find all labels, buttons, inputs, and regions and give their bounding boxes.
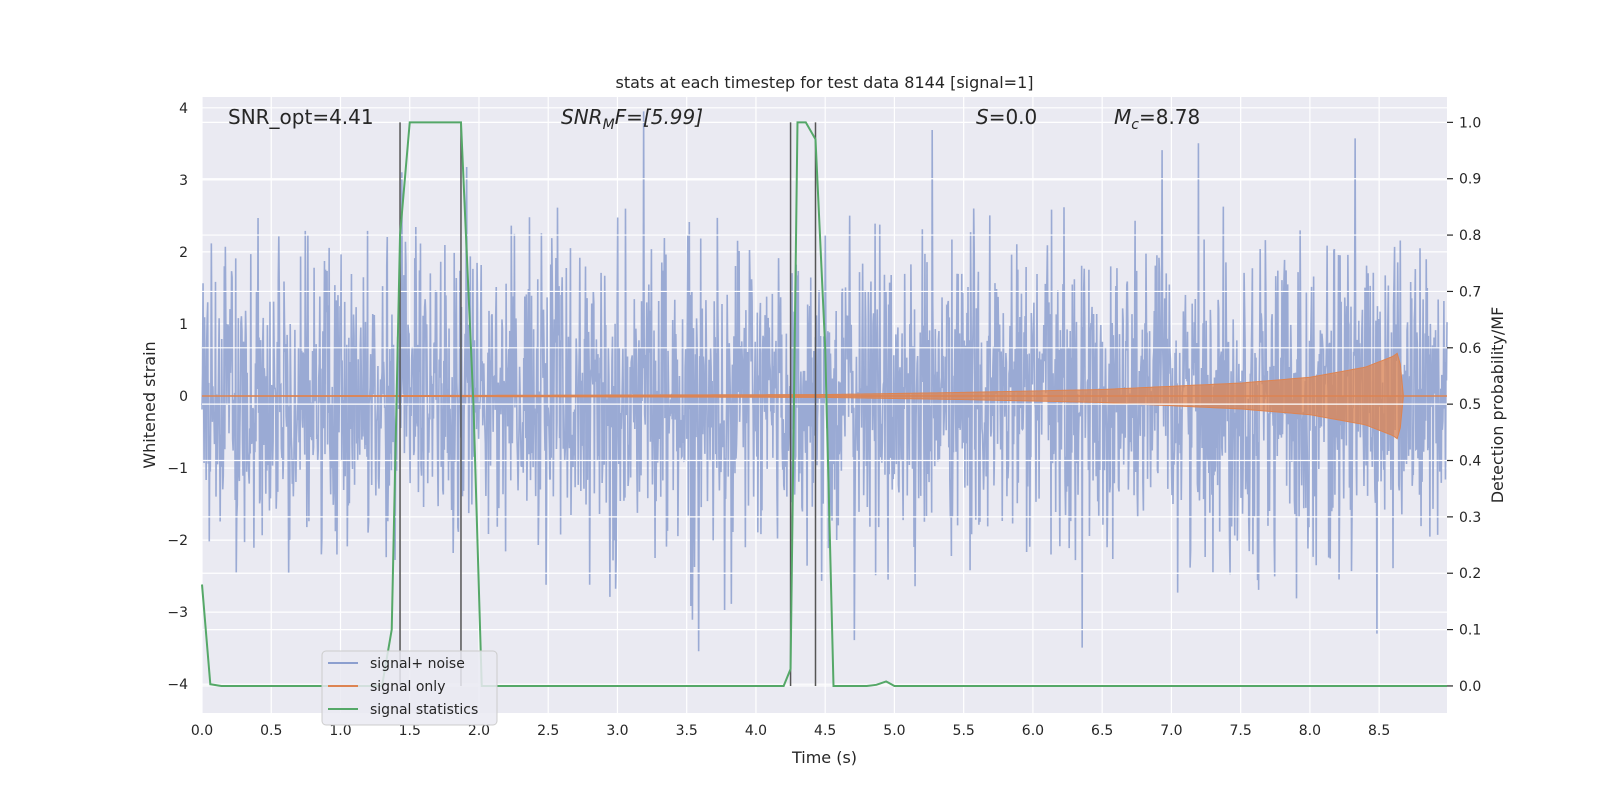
- x-tick-label: 1.5: [399, 723, 421, 739]
- x-tick-label: 4.0: [745, 723, 767, 739]
- x-tick-label: 2.0: [468, 723, 490, 739]
- y2-tick-labels: 1.0 0.9 0.8 0.7 0.6 0.5 0.4 0.3 0.2 0.1 0.0: [1447, 115, 1481, 695]
- y-tick-label: −4: [167, 677, 188, 693]
- grid-y2: [202, 121, 1447, 687]
- signal-only-series: [201, 352, 1447, 440]
- y2-tick-label: 0.9: [1459, 172, 1481, 188]
- y2-tick-label: 0.4: [1459, 454, 1481, 470]
- y-tick-label: 3: [179, 173, 188, 189]
- legend-label-signal: signal only: [370, 679, 445, 695]
- noise-line: [201, 111, 1448, 652]
- y2-tick-label: 0.3: [1459, 510, 1481, 526]
- y2-tick-label: 0.0: [1459, 679, 1481, 695]
- x-tick-label: 8.0: [1299, 723, 1321, 739]
- y2-tick-label: 0.8: [1459, 228, 1481, 244]
- annotation-s: S=0.0: [976, 105, 1037, 129]
- legend-label-noise: signal+ noise: [370, 656, 465, 672]
- y-tick-label: 4: [179, 101, 188, 117]
- annotation-mc: Mc=8.78: [1114, 105, 1200, 133]
- annotation-snr-mf: SNRMF=[5.99]: [561, 105, 703, 133]
- legend: signal+ noise signal only signal statist…: [321, 650, 498, 726]
- x-tick-label: 2.5: [537, 723, 559, 739]
- x-tick-label: 6.0: [1022, 723, 1044, 739]
- x-tick-label: 3.5: [676, 723, 698, 739]
- x-axis-label: Time (s): [791, 748, 857, 767]
- x-tick-labels: 0.0 0.5 1.0 1.5 2.0 2.5 3.0 3.5 4.0 4.5 5.0 5.5 6.0 6…: [191, 723, 1390, 739]
- y-tick-label: −1: [167, 461, 188, 477]
- x-tick-label: 5.0: [883, 723, 905, 739]
- x-tick-label: 0.5: [260, 723, 282, 739]
- y2-axis-label: Detection probability/MF: [1488, 307, 1507, 504]
- y2-tick-label: 0.2: [1459, 566, 1481, 582]
- y-tick-label: −2: [167, 533, 188, 549]
- x-tick-label: 7.0: [1160, 723, 1182, 739]
- x-tick-label: 0.0: [191, 723, 213, 739]
- x-tick-label: 3.0: [606, 723, 628, 739]
- y2-tick-label: 0.7: [1459, 284, 1481, 300]
- legend-label-statistics: signal statistics: [370, 702, 478, 718]
- y-tick-labels: 4 3 2 1 0 −1 −2 −3 −4: [167, 101, 188, 693]
- signal-noise-series: [201, 111, 1448, 652]
- legend-box: [321, 650, 498, 726]
- y2-tick-label: 0.6: [1459, 341, 1481, 357]
- x-tick-label: 4.5: [814, 723, 836, 739]
- x-tick-label: 6.5: [1091, 723, 1113, 739]
- y-axis-label: Whitened strain: [140, 341, 159, 468]
- x-tick-label: 5.5: [953, 723, 975, 739]
- y-tick-label: 2: [179, 245, 188, 261]
- y-tick-label: 0: [179, 389, 188, 405]
- x-tick-label: 7.5: [1230, 723, 1252, 739]
- y2-tick-label: 0.5: [1459, 397, 1481, 413]
- y2-tick-label: 1.0: [1459, 115, 1481, 131]
- x-tick-label: 1.0: [329, 723, 351, 739]
- annotation-snr-opt: SNR_opt=4.41: [228, 105, 374, 129]
- y-tick-label: −3: [167, 605, 188, 621]
- y-tick-label: 1: [179, 317, 188, 333]
- y2-tick-label: 0.1: [1459, 623, 1481, 639]
- chart-title: stats at each timestep for test data 814…: [615, 73, 1033, 92]
- x-tick-label: 8.5: [1368, 723, 1390, 739]
